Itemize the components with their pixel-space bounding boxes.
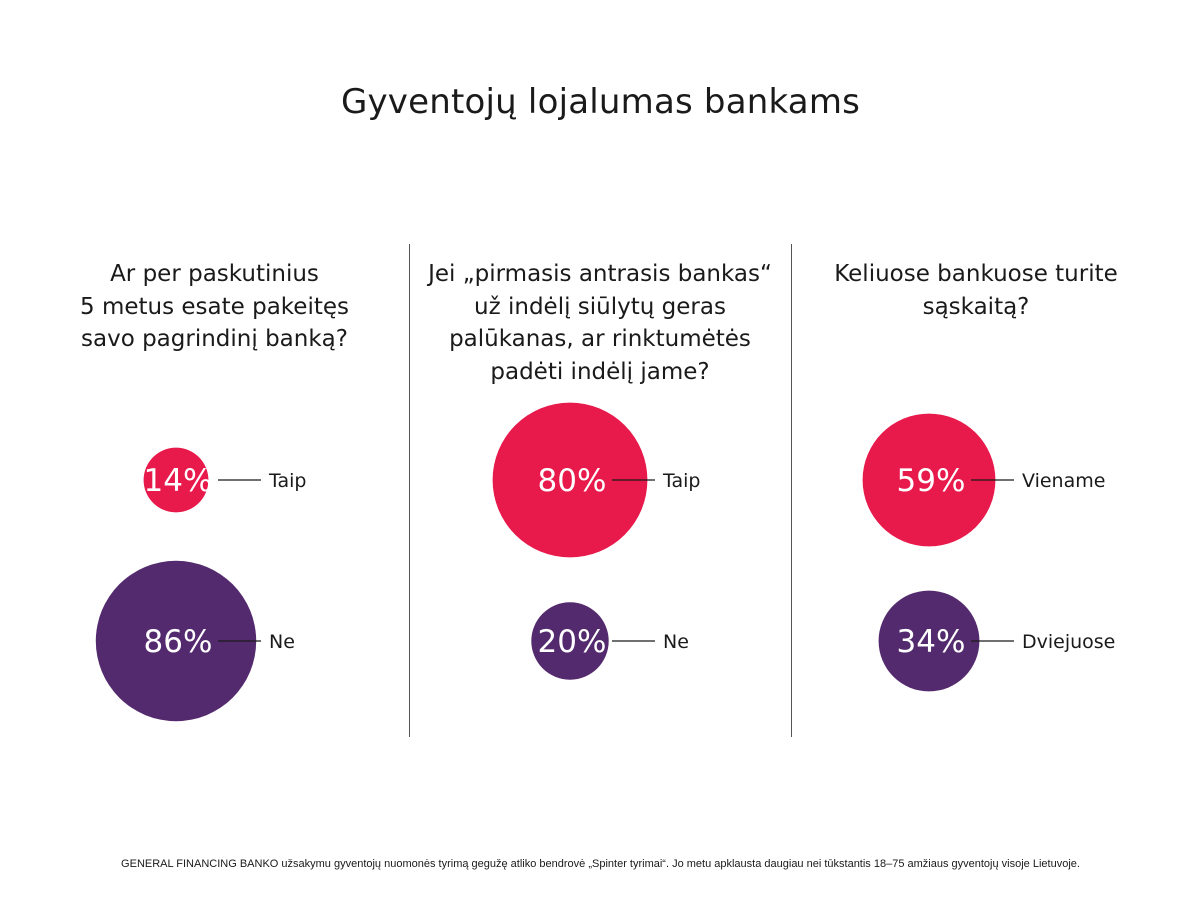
panel-question: Jei „pirmasis antrasis bankas“ už indėlį…: [409, 258, 791, 388]
category-label: Ne: [663, 631, 689, 653]
value-label: 59%: [897, 463, 966, 499]
value-label: 14%: [144, 463, 213, 499]
question-line: savo pagrindinį banką?: [81, 326, 348, 352]
bubble-no: [531, 602, 609, 680]
category-label: Taip: [268, 470, 306, 492]
question-line: už indėlį siūlytų geras: [474, 293, 726, 320]
category-label: Ne: [269, 631, 295, 653]
question-line: Jei „pirmasis antrasis bankas“: [428, 261, 772, 287]
category-label: Taip: [662, 470, 700, 492]
bubble-yes: [143, 447, 209, 513]
question-line: sąskaitą?: [922, 293, 1030, 320]
bubble-yes: [862, 413, 996, 547]
chart-panel-2: Jei „pirmasis antrasis bankas“ už indėlį…: [409, 0, 791, 900]
category-label: Viename: [1022, 470, 1105, 492]
panel-divider-left: [409, 244, 410, 737]
footnote: GENERAL FINANCING BANKO užsakymu gyvento…: [121, 858, 1080, 870]
panel-question: Keliuose bankuose turite sąskaitą?: [791, 258, 1161, 323]
category-label: Dviejuose: [1022, 631, 1115, 653]
bubble-yes: [492, 402, 648, 558]
bubble-no: [878, 590, 980, 692]
question-line: 5 metus esate pakeitęs: [80, 293, 349, 320]
value-label: 20%: [538, 624, 607, 660]
chart-panel-3: Keliuose bankuose turite sąskaitą?: [791, 0, 1201, 900]
value-label: 34%: [897, 624, 966, 660]
chart-panel-1: Ar per paskutinius 5 metus esate pakeitę…: [0, 0, 409, 900]
value-label: 80%: [538, 463, 607, 499]
question-line: Keliuose bankuose turite: [834, 261, 1118, 287]
panel-divider-right: [791, 244, 792, 737]
question-line: palūkanas, ar rinktumėtės: [449, 326, 751, 352]
question-line: padėti indėlį jame?: [490, 358, 710, 385]
question-line: Ar per paskutinius: [110, 261, 319, 287]
value-label: 86%: [144, 624, 213, 660]
bubble-no: [95, 560, 257, 722]
panel-question: Ar per paskutinius 5 metus esate pakeitę…: [0, 258, 409, 356]
chart-title: Gyventojų lojalumas bankams: [340, 82, 861, 122]
